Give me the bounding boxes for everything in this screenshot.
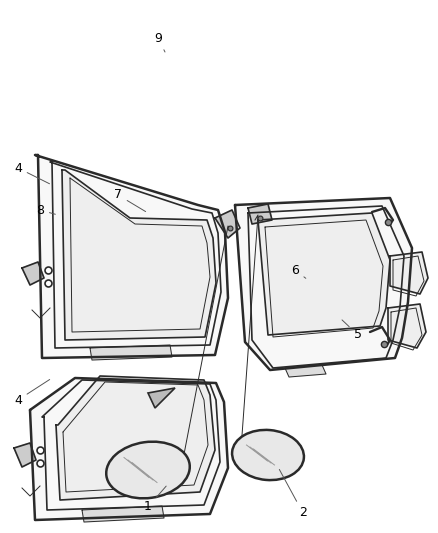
Text: 5: 5 xyxy=(342,320,362,342)
Polygon shape xyxy=(148,388,175,408)
Text: 4: 4 xyxy=(14,161,49,184)
Polygon shape xyxy=(82,506,164,522)
Polygon shape xyxy=(62,170,216,340)
Text: 1: 1 xyxy=(144,486,166,513)
Polygon shape xyxy=(56,376,215,500)
Polygon shape xyxy=(258,213,390,335)
Polygon shape xyxy=(35,155,228,358)
Ellipse shape xyxy=(106,442,190,498)
Text: 7: 7 xyxy=(114,189,145,212)
Text: 8: 8 xyxy=(36,204,55,216)
Polygon shape xyxy=(90,345,172,360)
Text: 6: 6 xyxy=(291,263,306,278)
Polygon shape xyxy=(248,204,272,224)
Polygon shape xyxy=(215,210,240,238)
Polygon shape xyxy=(388,304,426,348)
Polygon shape xyxy=(30,378,228,520)
Polygon shape xyxy=(22,262,44,285)
Polygon shape xyxy=(235,198,412,370)
Ellipse shape xyxy=(232,430,304,480)
Text: 2: 2 xyxy=(279,470,307,520)
Text: 9: 9 xyxy=(154,31,165,52)
Text: 4: 4 xyxy=(14,379,49,407)
Polygon shape xyxy=(285,365,326,377)
Polygon shape xyxy=(390,252,428,294)
Polygon shape xyxy=(14,443,36,467)
